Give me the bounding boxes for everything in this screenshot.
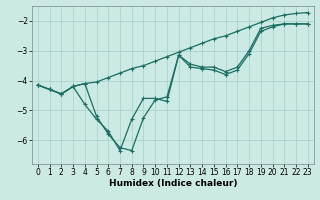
X-axis label: Humidex (Indice chaleur): Humidex (Indice chaleur) <box>108 179 237 188</box>
